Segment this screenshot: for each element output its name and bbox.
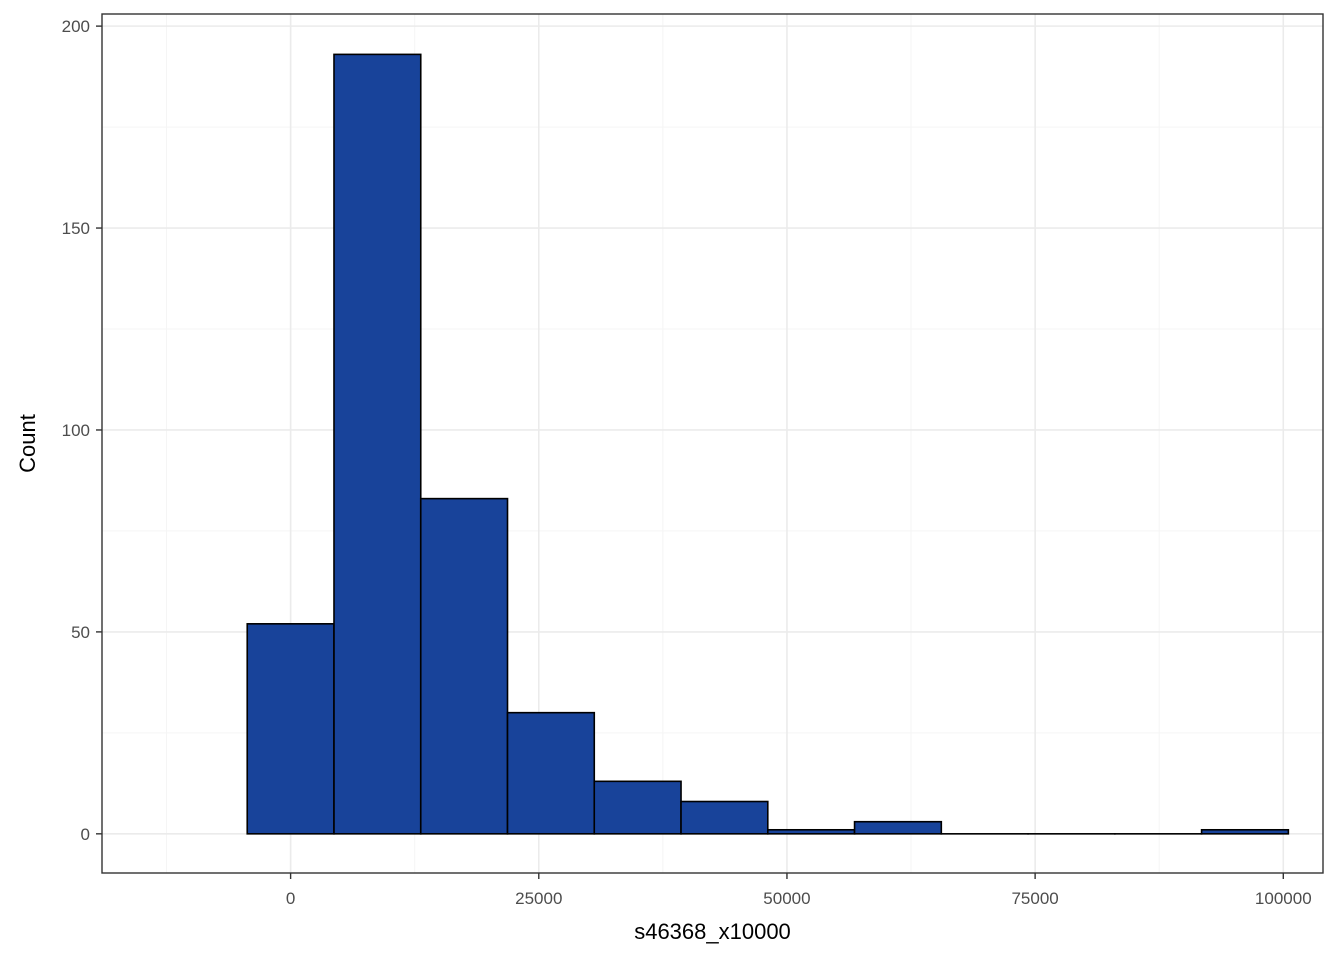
y-axis-title: Count — [15, 414, 40, 473]
x-tick-label: 100000 — [1255, 889, 1312, 908]
x-tick-label: 75000 — [1011, 889, 1058, 908]
x-tick-label: 25000 — [515, 889, 562, 908]
y-tick-label: 150 — [62, 219, 90, 238]
y-axis: 0 50 100 150 200 — [62, 17, 102, 844]
y-tick-label: 200 — [62, 17, 90, 36]
panel-border — [101, 13, 1324, 874]
histogram-bar — [1200, 828, 1290, 835]
histogram-bar — [680, 800, 769, 835]
x-tick-label: 50000 — [763, 889, 810, 908]
histogram-bar — [853, 820, 943, 835]
x-axis: 0 25000 50000 75000 100000 — [286, 873, 1312, 908]
y-tick-label: 0 — [81, 825, 90, 844]
histogram-bar — [506, 711, 596, 835]
y-tick-label: 100 — [62, 421, 90, 440]
histogram-bar — [419, 497, 509, 835]
x-axis-title: s46368_x10000 — [634, 919, 791, 944]
histogram-bar — [593, 780, 682, 835]
histogram-bar — [766, 828, 856, 835]
histogram-bars — [246, 53, 1290, 835]
y-tick-label: 50 — [71, 623, 90, 642]
x-tick-label: 0 — [286, 889, 295, 908]
histogram-bar — [246, 623, 335, 835]
histogram-bar — [333, 53, 422, 835]
